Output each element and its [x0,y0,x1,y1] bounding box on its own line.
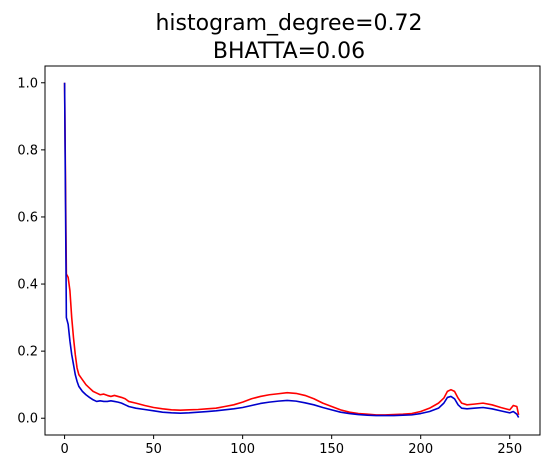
chart-title-line-1: histogram_degree=0.72 [155,11,422,36]
series-line-1 [63,82,520,418]
x-tick-label: 0 [60,442,68,457]
chart-title-line-2: BHATTA=0.06 [213,39,365,64]
x-tick-label: 150 [319,442,344,457]
y-tick-label: 1.0 [17,76,38,91]
x-tick-label: 200 [408,442,433,457]
y-tick-label: 0.6 [17,210,38,225]
x-tick-label: 250 [497,442,522,457]
plot-frame [44,65,541,436]
series-line-0 [63,82,520,416]
y-tick-label: 0.0 [17,412,38,427]
series-layer [63,82,520,418]
y-tick-label: 0.8 [17,143,38,158]
y-tick-label: 0.2 [17,345,38,360]
ticks-layer: 0 50 100 150 200 250 0.0 0.2 0.4 0.6 0.8 1.0 [17,76,522,457]
x-tick-label: 50 [145,442,162,457]
y-tick-label: 0.4 [17,278,38,293]
x-tick-label: 100 [230,442,255,457]
